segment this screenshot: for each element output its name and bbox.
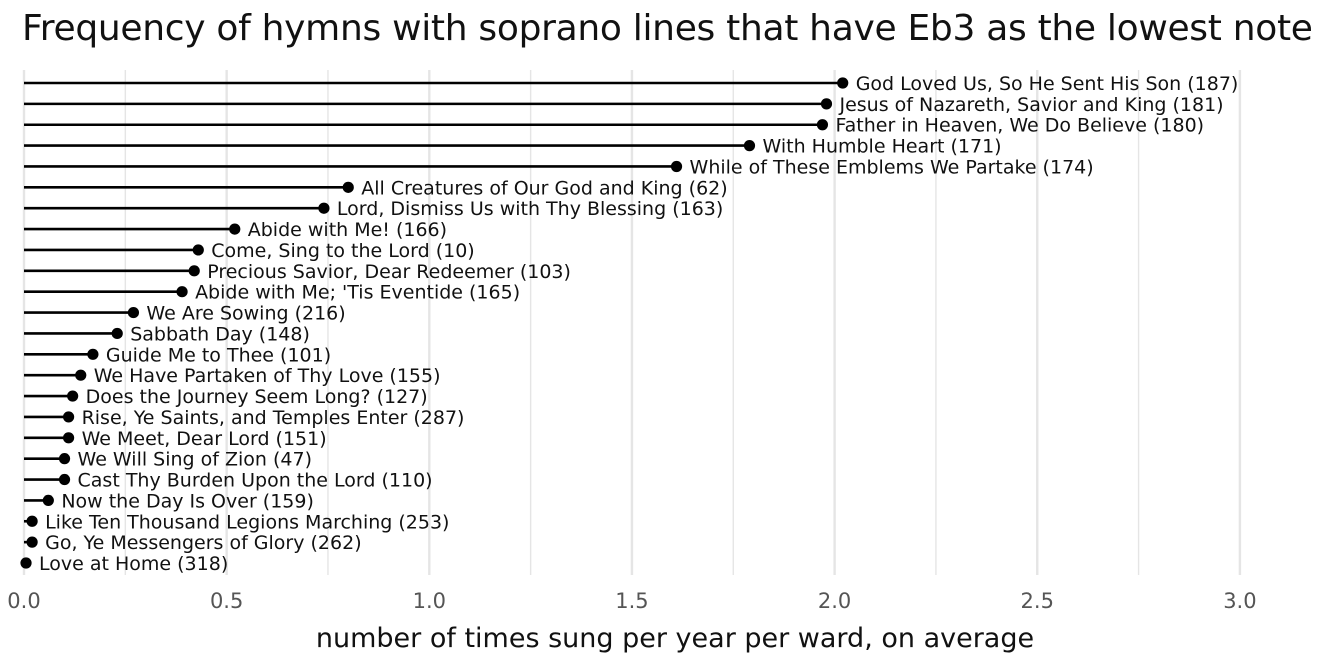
x-tick-label: 2.0 <box>818 589 851 613</box>
lollipop-point <box>816 119 829 131</box>
grid-lines <box>22 70 1242 575</box>
lollipop-point <box>20 557 32 569</box>
lollipop-point <box>26 536 38 548</box>
data-label: Father in Heaven, We Do Believe (180) <box>835 115 1204 137</box>
x-axis-ticks: 0.0 0.5 1.0 1.5 2.0 2.5 3.0 <box>7 589 1256 613</box>
lollipop-point <box>42 494 54 506</box>
data-label: We Will Sing of Zion (47) <box>78 449 313 471</box>
data-label: Abide with Me; 'Tis Eventide (165) <box>195 282 520 304</box>
lollipop-point <box>188 265 200 277</box>
data-label: Guide Me to Thee (101) <box>106 344 331 366</box>
lollipop-point <box>58 473 71 486</box>
lollipop-point <box>318 202 330 214</box>
data-label: We Are Sowing (216) <box>146 303 345 325</box>
lollipop-point <box>192 244 204 256</box>
data-label: Lord, Dismiss Us with Thy Blessing (163) <box>337 198 723 220</box>
data-label: While of These Emblems We Partake (174) <box>690 156 1094 178</box>
data-label: Now the Day Is Over (159) <box>61 490 314 512</box>
lollipop-point <box>229 223 241 235</box>
lollipop-point <box>87 348 99 360</box>
data-label: Come, Sing to the Lord (10) <box>211 240 474 262</box>
x-tick-label: 1.5 <box>615 589 648 613</box>
lollipop-point <box>743 140 756 152</box>
data-label: Sabbath Day (148) <box>130 323 310 345</box>
lollipop-point <box>820 98 833 110</box>
x-axis-title: number of times sung per year per ward, … <box>316 623 1034 654</box>
lollipop-point <box>837 77 849 89</box>
x-tick-label: 2.5 <box>1021 589 1054 613</box>
data-label: All Creatures of Our God and King (62) <box>361 177 727 199</box>
lollipop-point <box>111 327 123 340</box>
data-label: Does the Journey Seem Long? (127) <box>86 386 428 408</box>
lollipop-point <box>127 306 140 319</box>
lollipop-point <box>26 515 38 527</box>
data-label: Precious Savior, Dear Redeemer (103) <box>207 261 571 283</box>
x-tick-label: 0.0 <box>7 589 40 613</box>
data-label: Rise, Ye Saints, and Temples Enter (287) <box>82 407 465 429</box>
lollipop-point <box>67 390 79 402</box>
data-label: Jesus of Nazareth, Savior and King (181) <box>838 94 1223 116</box>
lollipop-point <box>62 432 75 444</box>
data-label: With Humble Heart (171) <box>762 136 1001 158</box>
x-tick-label: 1.0 <box>413 589 446 613</box>
data-label: We Meet, Dear Lord (151) <box>82 428 327 450</box>
lollipop-point <box>670 160 683 173</box>
lollipop-point <box>75 369 87 381</box>
data-label: Love at Home (318) <box>39 553 228 575</box>
lollipop-point <box>58 453 71 465</box>
data-label: We Have Partaken of Thy Love (155) <box>94 365 441 387</box>
lollipop-point <box>342 181 354 193</box>
data-label: Like Ten Thousand Legions Marching (253) <box>45 511 449 533</box>
data-label: Cast Thy Burden Upon the Lord (110) <box>78 470 433 492</box>
lollipop-marks: God Loved Us, So He Sent His Son (187)Je… <box>20 73 1238 575</box>
lollipop-point <box>176 286 188 298</box>
x-tick-label: 0.5 <box>210 589 243 613</box>
data-label: Go, Ye Messengers of Glory (262) <box>45 532 362 554</box>
data-label: God Loved Us, So He Sent His Son (187) <box>856 73 1239 95</box>
data-label: Abide with Me! (166) <box>248 219 447 241</box>
x-tick-label: 3.0 <box>1223 589 1256 613</box>
lollipop-point <box>62 411 75 423</box>
chart-title: Frequency of hymns with soprano lines th… <box>22 8 1313 49</box>
